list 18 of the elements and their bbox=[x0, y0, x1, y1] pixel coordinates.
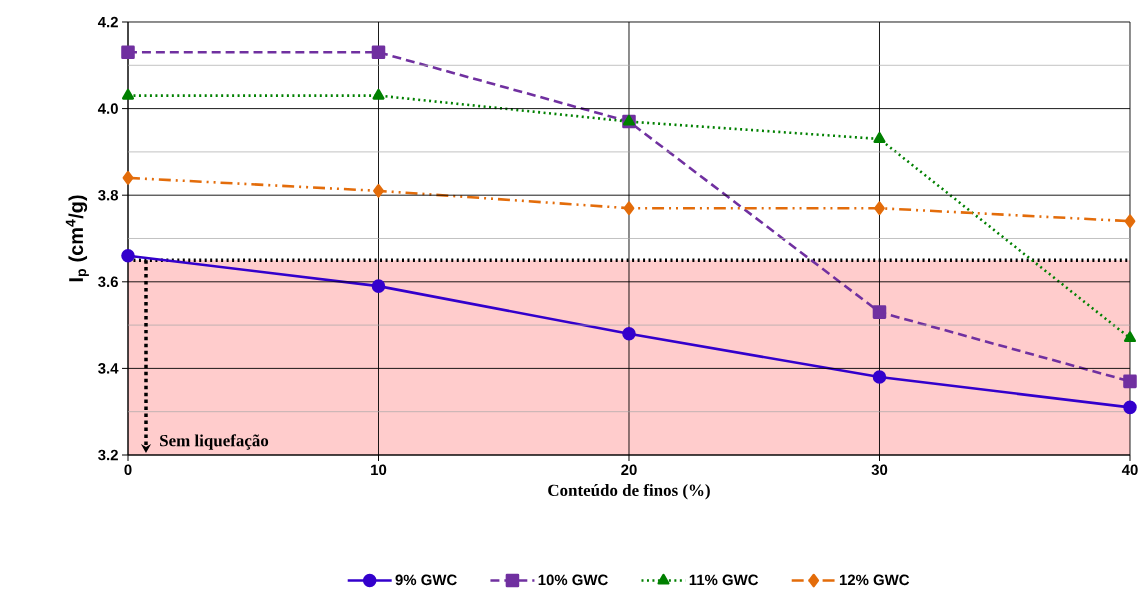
y-tick-label: 3.4 bbox=[98, 363, 119, 374]
legend-label: 10% GWC bbox=[538, 574, 608, 586]
x-axis-title: Conteúdo de finos (%) bbox=[548, 483, 710, 500]
x-tick-label: 20 bbox=[621, 464, 637, 476]
y-axis-title: I$_{p}$ (cm$^{4}$/g) bbox=[65, 195, 89, 282]
y-tick-label: 3.2 bbox=[98, 449, 118, 461]
y-tick-label: 3.6 bbox=[98, 276, 118, 288]
x-tick-label: 40 bbox=[1121, 464, 1138, 476]
band-label: Sem liquefação bbox=[160, 434, 269, 450]
x-tick-label: 30 bbox=[871, 464, 888, 476]
y-tick-label: 4.0 bbox=[97, 103, 118, 114]
legend-label: 11% GWC bbox=[689, 574, 759, 586]
x-tick-label: 10 bbox=[371, 464, 387, 476]
y-tick-label: 4.2 bbox=[97, 16, 118, 28]
y-tick-label: 3.8 bbox=[98, 189, 119, 201]
legend-label: 9% GWC bbox=[395, 574, 457, 586]
x-tick-label: 0 bbox=[124, 464, 132, 476]
legend-label: 12% GWC bbox=[839, 574, 910, 586]
